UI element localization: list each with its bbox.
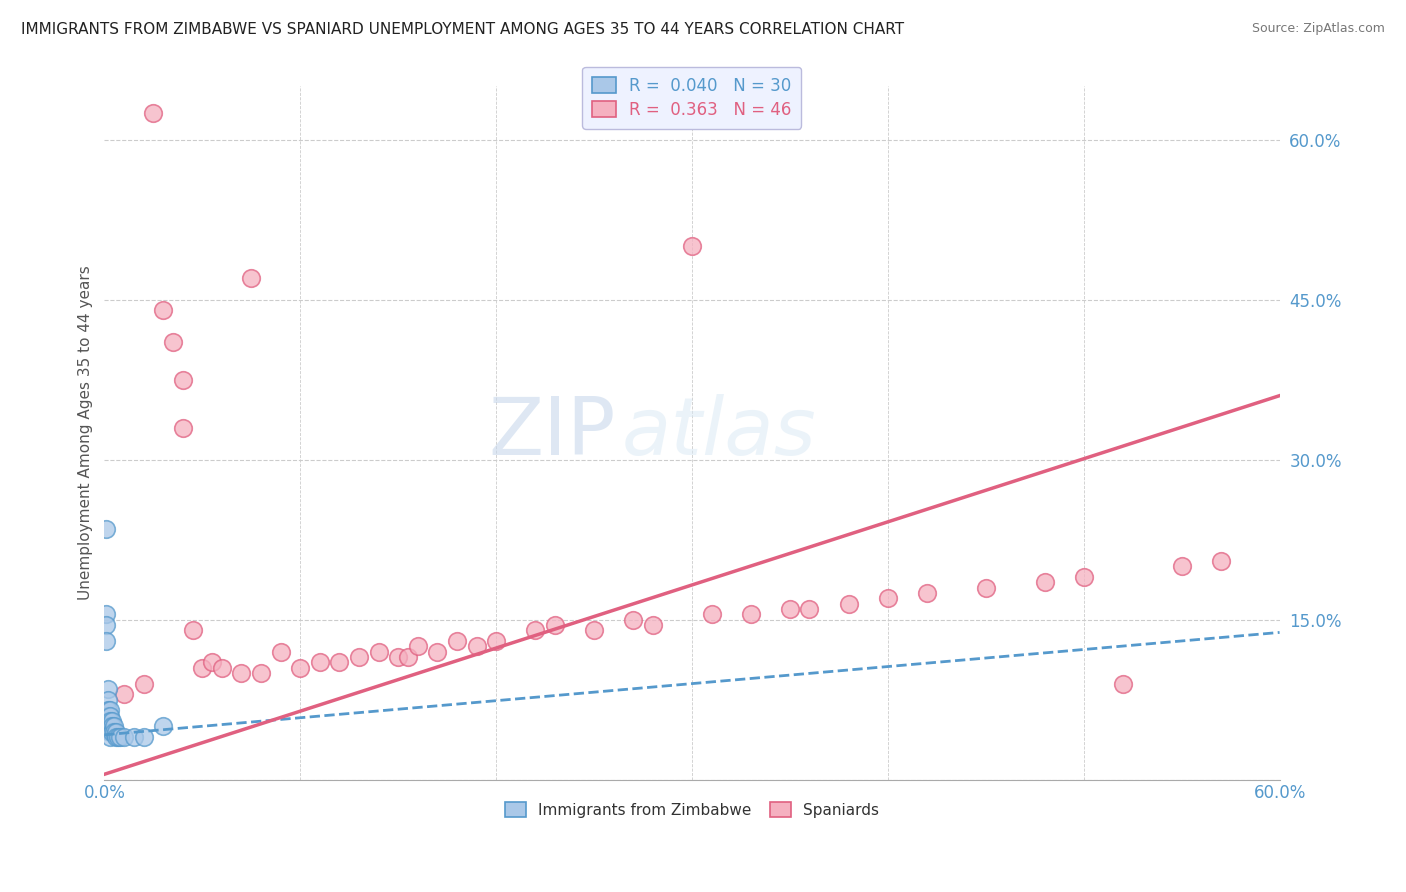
Point — [96, 714, 118, 728]
Point — [105, 724, 128, 739]
Point — [1209, 554, 1232, 568]
Point — [544, 618, 567, 632]
Point — [1112, 676, 1135, 690]
Point — [101, 714, 124, 728]
Point — [103, 724, 125, 739]
Point — [681, 239, 703, 253]
Point — [308, 655, 330, 669]
Point — [181, 624, 204, 638]
Point — [201, 655, 224, 669]
Point — [172, 373, 194, 387]
Point — [740, 607, 762, 622]
Point — [101, 724, 124, 739]
Point — [112, 687, 135, 701]
Y-axis label: Unemployment Among Ages 35 to 44 years: Unemployment Among Ages 35 to 44 years — [79, 266, 93, 600]
Point — [446, 634, 468, 648]
Point — [96, 607, 118, 622]
Point — [98, 714, 121, 728]
Text: ZIP: ZIP — [488, 394, 616, 472]
Point — [96, 634, 118, 648]
Point — [105, 730, 128, 744]
Point — [107, 730, 129, 744]
Point — [152, 719, 174, 733]
Point — [876, 591, 898, 606]
Point — [112, 730, 135, 744]
Point — [108, 730, 131, 744]
Point — [641, 618, 664, 632]
Point — [250, 665, 273, 680]
Point — [406, 640, 429, 654]
Point — [97, 681, 120, 696]
Point — [270, 645, 292, 659]
Point — [621, 613, 644, 627]
Text: atlas: atlas — [621, 394, 817, 472]
Point — [97, 703, 120, 717]
Point — [142, 106, 165, 120]
Point — [96, 618, 118, 632]
Point — [132, 676, 155, 690]
Point — [97, 714, 120, 728]
Point — [191, 660, 214, 674]
Point — [122, 730, 145, 744]
Point — [97, 708, 120, 723]
Point — [583, 624, 606, 638]
Point — [96, 522, 118, 536]
Legend: Immigrants from Zimbabwe, Spaniards: Immigrants from Zimbabwe, Spaniards — [498, 797, 886, 824]
Point — [98, 730, 121, 744]
Text: Source: ZipAtlas.com: Source: ZipAtlas.com — [1251, 22, 1385, 36]
Point — [240, 271, 263, 285]
Point — [103, 719, 125, 733]
Text: IMMIGRANTS FROM ZIMBABWE VS SPANIARD UNEMPLOYMENT AMONG AGES 35 TO 44 YEARS CORR: IMMIGRANTS FROM ZIMBABWE VS SPANIARD UNE… — [21, 22, 904, 37]
Point — [132, 730, 155, 744]
Point — [1170, 559, 1192, 574]
Point — [799, 602, 821, 616]
Point — [974, 581, 997, 595]
Point — [524, 624, 547, 638]
Point — [98, 724, 121, 739]
Point — [367, 645, 389, 659]
Point — [211, 660, 233, 674]
Point — [172, 420, 194, 434]
Point — [97, 692, 120, 706]
Point — [97, 719, 120, 733]
Point — [231, 665, 253, 680]
Point — [328, 655, 350, 669]
Point — [915, 586, 938, 600]
Point — [347, 649, 370, 664]
Point — [98, 703, 121, 717]
Point — [1033, 575, 1056, 590]
Point — [838, 597, 860, 611]
Point — [162, 335, 184, 350]
Point — [700, 607, 723, 622]
Point — [152, 303, 174, 318]
Point — [485, 634, 508, 648]
Point — [465, 640, 488, 654]
Point — [387, 649, 409, 664]
Point — [426, 645, 449, 659]
Point — [396, 649, 419, 664]
Point — [98, 719, 121, 733]
Point — [779, 602, 801, 616]
Point — [98, 708, 121, 723]
Point — [290, 660, 312, 674]
Point — [1073, 570, 1095, 584]
Point — [101, 719, 124, 733]
